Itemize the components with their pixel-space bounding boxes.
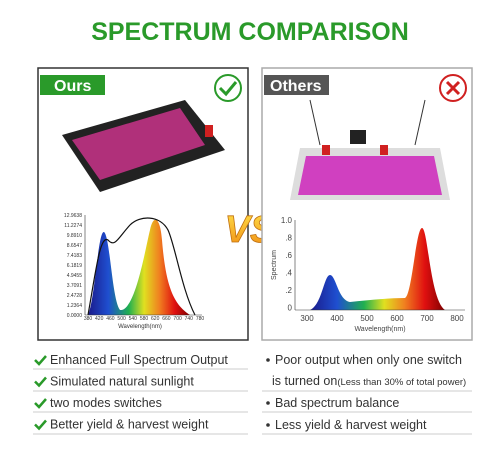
bullet <box>266 401 270 405</box>
x-tick-label: 380 <box>84 316 93 322</box>
x-tick-label: 400 <box>330 314 344 323</box>
check-bullet <box>34 355 47 366</box>
x-tick-label: 620 <box>151 316 160 322</box>
bullet <box>266 358 270 362</box>
y-tick-label: .6 <box>285 251 292 260</box>
x-tick-label: 300 <box>300 314 314 323</box>
bullet <box>266 423 270 427</box>
x-tick-label: 600 <box>390 314 404 323</box>
y-tick-label: 0 <box>288 304 293 313</box>
y-tick-label: .8 <box>285 234 292 243</box>
x-tick-label: 420 <box>95 316 104 322</box>
x-tick-label: 580 <box>140 316 149 322</box>
feature-note: (Less than 30% of total power) <box>337 377 466 388</box>
y-tick-label: 8.6547 <box>67 243 83 249</box>
y-tick-label: .4 <box>285 269 292 278</box>
feature: Enhanced Full Spectrum Output <box>50 353 228 367</box>
ours-xlabel: Wavelength(nm) <box>118 324 162 330</box>
feature-part: is turned on <box>272 374 337 388</box>
y-tick-label: 1.2364 <box>67 303 83 309</box>
others-xlabel: Wavelength(nm) <box>354 326 405 333</box>
ours-tag <box>40 75 105 95</box>
feature: Better yield & harvest weight <box>50 418 209 432</box>
y-tick-label: 1.0 <box>281 216 293 225</box>
y-tick-label: 11.2274 <box>64 223 82 229</box>
others-panel <box>261 67 473 341</box>
x-tick-label: 780 <box>196 316 205 322</box>
x-tick-label: 700 <box>420 314 434 323</box>
y-tick-label: 4.9455 <box>67 273 83 279</box>
check-mark <box>218 81 238 97</box>
feature: is turned on(Less than 30% of total powe… <box>272 374 466 388</box>
x-tick-label: 740 <box>185 316 194 322</box>
x-tick-label: 500 <box>117 316 126 322</box>
y-tick-label: 2.4728 <box>67 293 83 299</box>
others-ylabel: Spectrum <box>271 250 278 280</box>
y-tick-label: 12.9638 <box>64 213 82 219</box>
x-tick-label: 460 <box>106 316 115 322</box>
others-tag <box>264 75 329 95</box>
y-tick-label: 3.7091 <box>67 283 83 289</box>
feature: two modes switches <box>50 396 162 410</box>
feature: Simulated natural sunlight <box>50 375 194 389</box>
x-tick-label: 660 <box>162 316 171 322</box>
others-spectrum <box>294 220 465 311</box>
feature: Poor output when only one switch <box>275 353 462 367</box>
others-lamp <box>290 99 450 200</box>
check-bullet <box>34 376 47 388</box>
x-tick-label: 540 <box>129 316 138 322</box>
check-bullet <box>34 419 47 431</box>
y-tick-label: 6.1819 <box>67 263 83 269</box>
y-tick-label: 0.0000 <box>67 313 83 319</box>
ours-spectrum <box>84 215 202 316</box>
y-tick-label: 7.4183 <box>67 253 83 259</box>
check-icon <box>214 74 242 102</box>
y-tick-label: .2 <box>285 286 292 295</box>
ours-lamp <box>62 100 225 192</box>
x-tick-label: 500 <box>360 314 374 323</box>
feature: Less yield & harvest weight <box>275 418 427 432</box>
x-mark <box>445 80 461 96</box>
check-bullet <box>34 398 47 409</box>
x-tick-label: 800 <box>450 314 464 323</box>
x-tick-label: 700 <box>173 316 182 322</box>
title: SPECTRUM COMPARISON <box>91 18 409 46</box>
others-label: Others <box>270 78 322 95</box>
y-tick-label: 9.8910 <box>67 233 83 239</box>
feature: Bad spectrum balance <box>275 396 399 410</box>
x-icon <box>439 74 467 102</box>
ours-label: Ours <box>54 78 91 95</box>
